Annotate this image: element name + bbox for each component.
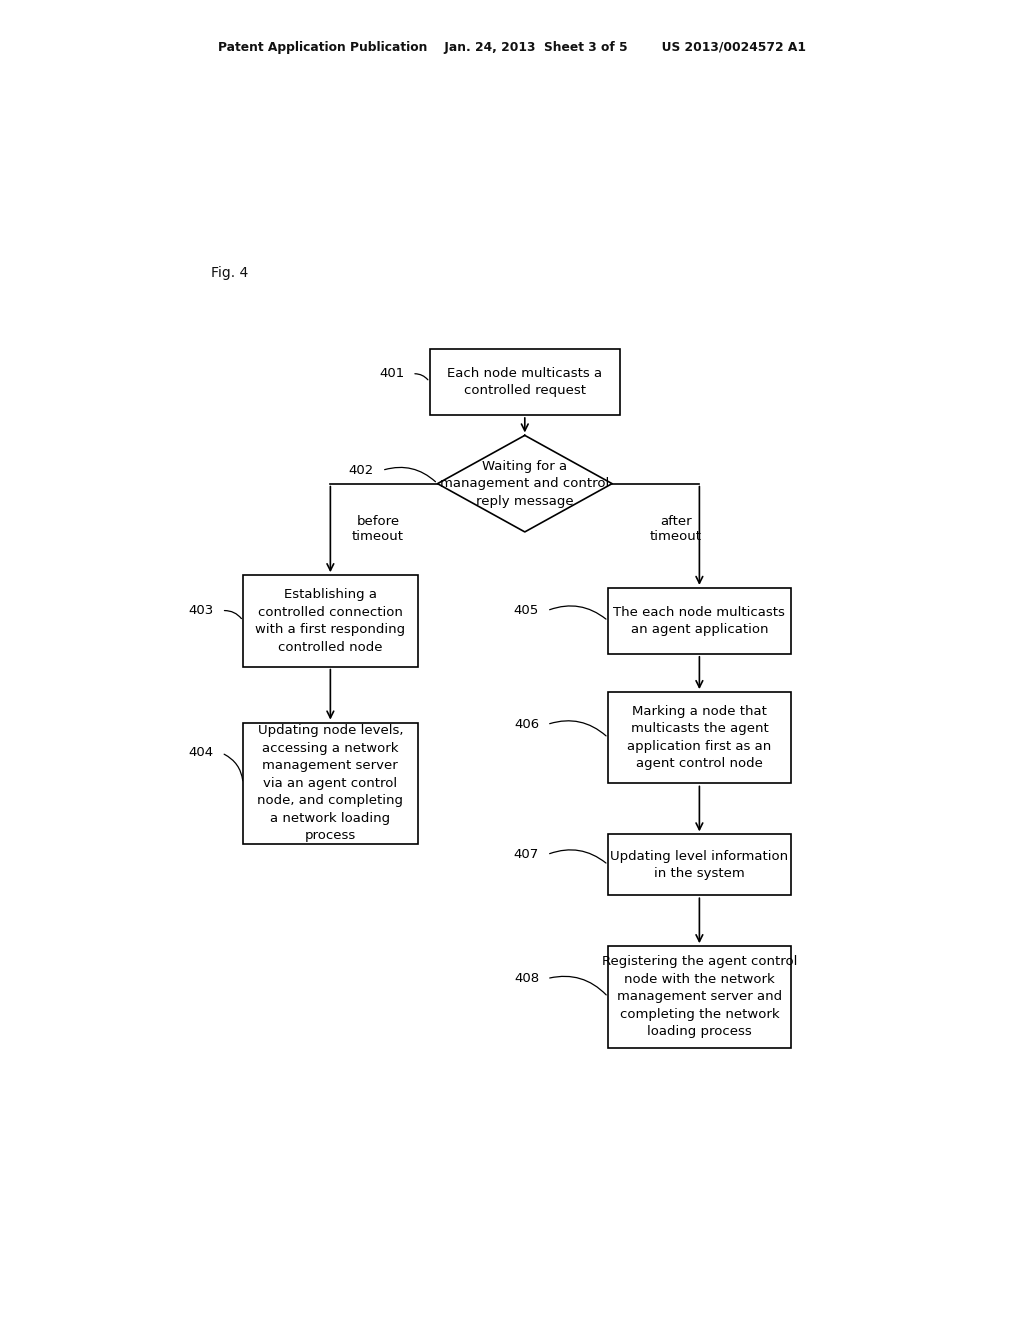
Bar — [608, 946, 791, 1048]
Text: The each node multicasts
an agent application: The each node multicasts an agent applic… — [613, 606, 785, 636]
Text: 405: 405 — [514, 605, 539, 618]
Text: 401: 401 — [379, 367, 404, 380]
Text: 402: 402 — [349, 463, 374, 477]
Bar — [430, 348, 621, 414]
Text: Each node multicasts a
controlled request: Each node multicasts a controlled reques… — [447, 367, 602, 397]
Text: Fig. 4: Fig. 4 — [211, 267, 249, 280]
Text: 403: 403 — [188, 605, 214, 618]
Text: 404: 404 — [188, 747, 214, 759]
Text: Marking a node that
multicasts the agent
application first as an
agent control n: Marking a node that multicasts the agent… — [628, 705, 771, 771]
Bar — [608, 692, 791, 784]
Text: after
timeout: after timeout — [649, 515, 701, 544]
Text: Registering the agent control
node with the network
management server and
comple: Registering the agent control node with … — [602, 956, 797, 1039]
Text: Waiting for a
management and control
reply message: Waiting for a management and control rep… — [440, 459, 609, 508]
Bar — [243, 576, 418, 667]
Bar — [608, 834, 791, 895]
Text: before
timeout: before timeout — [352, 515, 404, 544]
Text: 408: 408 — [514, 972, 539, 985]
Text: Updating level information
in the system: Updating level information in the system — [610, 850, 788, 880]
Text: 406: 406 — [514, 718, 539, 731]
Bar — [243, 722, 418, 845]
Text: Establishing a
controlled connection
with a first responding
controlled node: Establishing a controlled connection wit… — [255, 589, 406, 653]
Bar — [608, 587, 791, 653]
Text: Patent Application Publication    Jan. 24, 2013  Sheet 3 of 5        US 2013/002: Patent Application Publication Jan. 24, … — [218, 41, 806, 54]
Text: Updating node levels,
accessing a network
management server
via an agent control: Updating node levels, accessing a networ… — [257, 725, 403, 842]
Text: 407: 407 — [514, 849, 539, 861]
